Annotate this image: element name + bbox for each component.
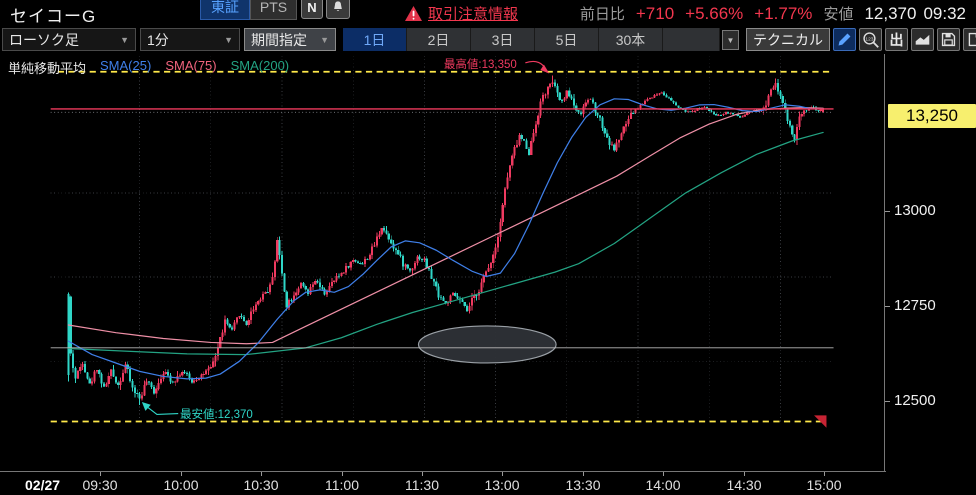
high-annotation-arrow	[540, 64, 550, 74]
time-axis-tick	[663, 472, 664, 476]
price-axis-tick	[885, 211, 890, 212]
time-axis-label: 15:00	[806, 477, 842, 493]
clipboard-button[interactable]	[963, 28, 976, 51]
chart-type-dropdown[interactable]: ローソク足 ▼	[2, 28, 136, 51]
time-axis-label: 13:30	[565, 477, 601, 493]
pencil-icon	[838, 33, 851, 46]
time-axis-tick	[181, 472, 182, 476]
sma25-line	[67, 98, 824, 380]
bell-icon	[334, 1, 342, 12]
time-axis[interactable]: 02/27 09:30 10:00 10:30 11:00 11:30 13:00 13:30…	[0, 471, 886, 495]
technical-button[interactable]: テクニカル	[746, 28, 830, 51]
sma-legend: 単純移動平均 SMA(25) SMA(75) SMA(200)	[8, 58, 289, 77]
trading-alert-link[interactable]: 取引注意情報	[404, 3, 518, 24]
range-tab-spacer	[663, 28, 720, 51]
sma200-line	[67, 131, 824, 356]
time-axis-tick	[502, 472, 503, 476]
time-axis-tick	[422, 472, 423, 476]
time-axis-tick	[261, 472, 262, 476]
change-percent-2: +1.77%	[754, 4, 813, 23]
time-axis-tick	[824, 472, 825, 476]
low-time: 09:32	[923, 4, 966, 23]
time-axis-label: 11:30	[405, 477, 439, 493]
low-value: 12,370	[864, 4, 917, 23]
chart-type-value: ローソク足	[9, 31, 79, 48]
prev-day-label: 前日比	[579, 6, 625, 23]
low-label: 安値	[823, 6, 854, 23]
quote-summary: 前日比 +710 +5.66% +1.77% 安値 12,370 09:32	[580, 3, 966, 24]
draw-pencil-button[interactable]	[833, 28, 856, 51]
chart-area[interactable]: 最高値:13,350 最安値:12,370 単純移動平均 SMA(25) SMA(…	[0, 54, 886, 472]
sma25-legend: SMA(25)	[100, 58, 152, 73]
gridlines	[50, 55, 834, 423]
area-chart-button[interactable]	[911, 28, 934, 51]
low-annotation-arrow	[141, 402, 151, 411]
period-label: 期間指定	[251, 31, 307, 48]
high-annotation: 最高値:13,350	[444, 57, 517, 71]
area-chart-icon	[915, 34, 930, 45]
sma75-legend: SMA(75)	[165, 58, 217, 73]
chevron-down-icon: ▼	[224, 34, 233, 45]
change-percent: +5.66%	[685, 4, 744, 23]
interval-value: 1分	[147, 31, 169, 48]
range-tab-3day[interactable]: 3日	[471, 28, 535, 51]
price-axis-tick	[885, 306, 890, 307]
price-axis-tick	[885, 401, 890, 402]
range-tab-30bars[interactable]: 30本	[599, 28, 663, 51]
svg-text:123: 123	[865, 36, 873, 42]
date-label: 02/27	[25, 477, 61, 493]
time-axis-label: 10:00	[163, 477, 199, 493]
range-tab-1day[interactable]: 1日	[343, 28, 407, 51]
time-axis-tick	[100, 472, 101, 476]
time-axis-label: 11:00	[325, 477, 359, 493]
chevron-down-icon: ▼	[320, 34, 329, 45]
price-axis[interactable]: 13000 12750 12500	[884, 54, 976, 472]
news-button[interactable]: N	[301, 0, 323, 19]
save-button[interactable]	[937, 28, 960, 51]
low-annotation: 最安値:12,370	[180, 407, 253, 421]
range-tab-2day[interactable]: 2日	[407, 28, 471, 51]
sma-legend-title: 単純移動平均	[8, 61, 87, 76]
range-tab-strip: 1日 2日 3日 5日 30本	[343, 28, 720, 51]
time-axis-tick	[583, 472, 584, 476]
market-tab-tse[interactable]: 東証	[200, 0, 250, 20]
price-axis-label: 12500	[894, 392, 936, 409]
drawing-ellipse[interactable]	[417, 325, 557, 364]
time-axis-label: 14:30	[726, 477, 762, 493]
interval-dropdown[interactable]: 1分 ▼	[140, 28, 240, 51]
sma200-legend: SMA(200)	[230, 58, 290, 73]
save-icon	[941, 32, 956, 47]
header-bar: セイコーG 東証 PTS N 取引注意情報 前日比 +710 +5.66% +1…	[0, 0, 976, 26]
warning-icon	[405, 5, 422, 22]
toolbar: ローソク足 ▼ 1分 ▼ 期間指定 ▼ 1日 2日 3日 5日 30本 ▼ テク…	[0, 26, 976, 53]
time-axis-tick	[744, 472, 745, 476]
alert-bell-button[interactable]	[326, 0, 350, 19]
time-axis-label: 14:00	[645, 477, 681, 493]
time-axis-tick	[342, 472, 343, 476]
export-button[interactable]: 出	[885, 28, 908, 51]
price-axis-label: 12750	[894, 297, 936, 314]
zoom-123-button[interactable]: 123	[859, 28, 882, 51]
time-axis-label: 13:00	[484, 477, 520, 493]
time-axis-label: 09:30	[82, 477, 118, 493]
clipboard-icon	[968, 32, 976, 47]
export-icon: 出	[889, 31, 904, 48]
zoom-123-icon: 123	[862, 31, 879, 48]
period-dropdown[interactable]: 期間指定 ▼	[244, 28, 336, 51]
candlestick-chart[interactable]: 最高値:13,350 最安値:12,370	[0, 54, 886, 472]
trading-alert-label: 取引注意情報	[428, 6, 519, 23]
range-tab-5day[interactable]: 5日	[535, 28, 599, 51]
current-price-label: 13,250	[888, 104, 976, 128]
symbol-name: セイコーG	[10, 7, 97, 26]
range-more-dropdown[interactable]: ▼	[722, 30, 739, 50]
change-value: +710	[635, 4, 675, 23]
time-axis-label: 10:30	[243, 477, 279, 493]
chevron-down-icon: ▼	[120, 34, 129, 45]
market-tab-pts[interactable]: PTS	[250, 0, 297, 20]
sma75-line	[67, 106, 824, 345]
price-axis-label: 13000	[894, 202, 936, 219]
